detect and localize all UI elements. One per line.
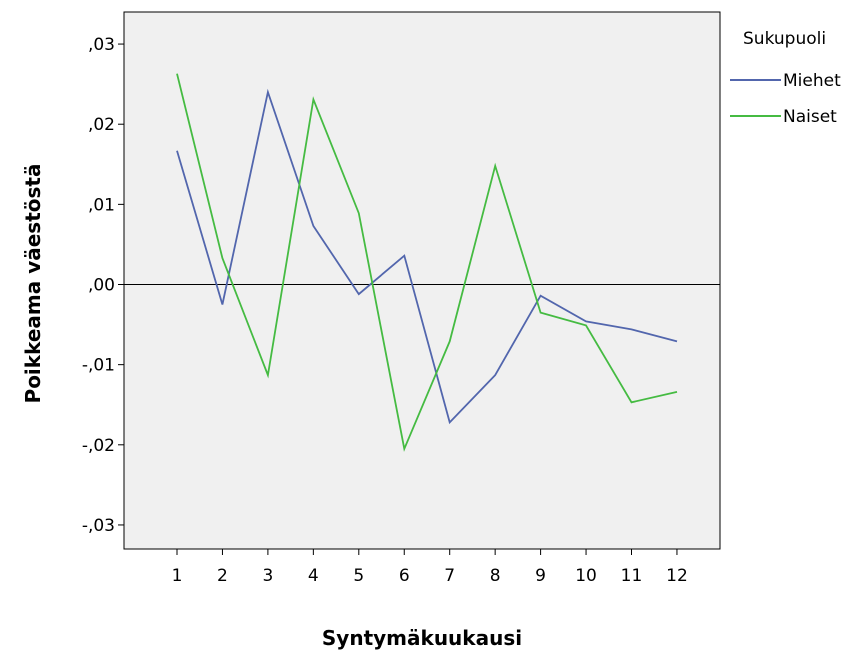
x-tick-label: 9 (535, 566, 546, 586)
y-tick-label: ,01 (88, 195, 115, 215)
x-tick-label: 6 (399, 566, 410, 586)
y-tick-label: -,02 (82, 436, 115, 456)
x-tick-label: 10 (575, 566, 597, 586)
x-tick-label: 2 (217, 566, 228, 586)
legend: Sukupuoli Miehet Naiset (730, 29, 841, 127)
x-ticks: 1 2 3 4 5 6 7 8 9 10 11 12 (172, 549, 688, 586)
y-ticks: ,03 ,02 ,01 ,00 -,01 -,02 -,03 (82, 35, 124, 536)
y-tick-label: -,01 (82, 356, 115, 376)
x-tick-label: 1 (172, 566, 183, 586)
x-tick-label: 4 (308, 566, 319, 586)
y-tick-label: ,02 (88, 115, 115, 135)
x-tick-label: 8 (490, 566, 501, 586)
y-tick-label: ,00 (88, 276, 115, 296)
x-tick-label: 12 (666, 566, 688, 586)
y-axis-title: Poikkeama väestöstä (21, 164, 45, 404)
legend-label-miehet: Miehet (783, 71, 841, 91)
x-axis-title: Syntymäkuukausi (322, 626, 522, 650)
y-tick-label: ,03 (88, 35, 115, 55)
x-tick-label: 11 (621, 566, 643, 586)
x-tick-label: 3 (262, 566, 273, 586)
legend-label-naiset: Naiset (783, 107, 837, 127)
legend-title: Sukupuoli (743, 29, 826, 49)
legend-items: Miehet Naiset (730, 71, 841, 127)
x-tick-label: 5 (353, 566, 364, 586)
y-tick-label: -,03 (82, 516, 115, 536)
plot-area (124, 12, 720, 549)
x-tick-label: 7 (444, 566, 455, 586)
